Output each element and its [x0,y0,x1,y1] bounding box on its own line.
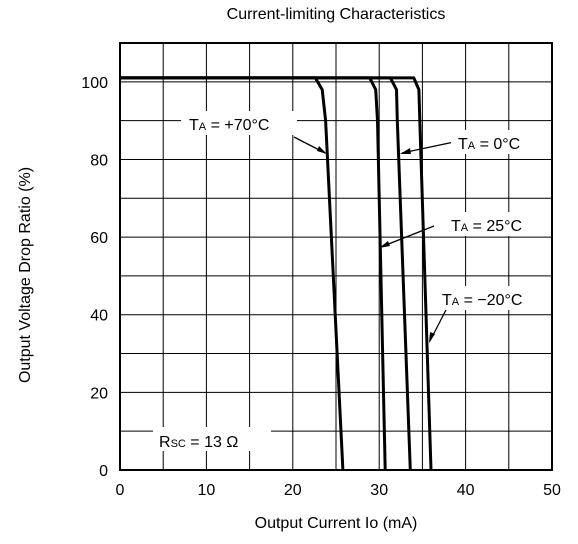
arrowhead-70c [317,146,327,154]
tick-labels: 0 10 20 30 40 50 0 20 40 60 80 100 [81,75,561,499]
y-tick-20: 20 [90,385,108,402]
label-70c-rest: = +70°C [206,117,269,134]
y-tick-40: 40 [90,308,108,325]
x-tick-10: 10 [198,482,216,499]
y-tick-100: 100 [81,75,108,92]
curves [120,76,433,471]
x-tick-0: 0 [116,482,125,499]
series-label-0c: TA = 0°C [400,130,546,154]
label-0c-sub: A [468,140,476,152]
leader-0c [401,141,455,154]
y-tick-0: 0 [99,463,108,480]
x-axis-label: Output Current Io (mA) [254,515,418,532]
svg-text:RSC = 13 Ω: RSC = 13 Ω [159,434,238,451]
svg-text:TA = +70°C: TA = +70°C [189,117,269,134]
series-label-25c: TA = 25°C [379,212,548,248]
x-tick-20: 20 [284,482,302,499]
series-label-70c: TA = +70°C [181,111,327,154]
x-tick-50: 50 [543,482,561,499]
label-neg20c-rest: = −20°C [459,292,522,309]
y-tick-80: 80 [90,152,108,169]
svg-text:TA = 0°C: TA = 0°C [458,136,520,153]
label-25c-main: T [451,218,461,235]
grid-lines [119,42,553,471]
label-neg20c-sub: A [452,296,460,308]
curve-70c [120,76,345,471]
label-25c-sub: A [461,222,469,234]
rsc-main: R [159,434,171,451]
y-tick-60: 60 [90,230,108,247]
x-tick-30: 30 [370,482,388,499]
x-tick-40: 40 [457,482,475,499]
arrowhead-25c [379,241,390,248]
arrowhead-0c [400,148,411,154]
rsc-annotation: RSC = 13 Ω [153,427,271,451]
rsc-sub: SC [171,438,186,450]
leader-25c [380,225,435,248]
arrowhead-neg20c [429,332,435,343]
series-label-neg20c: TA = −20°C [429,286,549,343]
chart-title: Current-limiting Characteristics [226,6,446,23]
label-neg20c-main: T [442,292,452,309]
label-0c-main: T [458,136,468,153]
rsc-rest: = 13 Ω [186,434,238,451]
svg-text:TA = −20°C: TA = −20°C [442,292,522,309]
label-70c-main: T [189,117,199,134]
label-25c-rest: = 25°C [468,218,522,235]
plot-frame [119,42,553,471]
label-0c-rest: = 0°C [475,136,520,153]
label-70c-sub: A [199,121,207,133]
svg-text:TA = 25°C: TA = 25°C [451,218,522,235]
curve-25c [120,76,387,471]
curve-neg20c [120,76,433,471]
